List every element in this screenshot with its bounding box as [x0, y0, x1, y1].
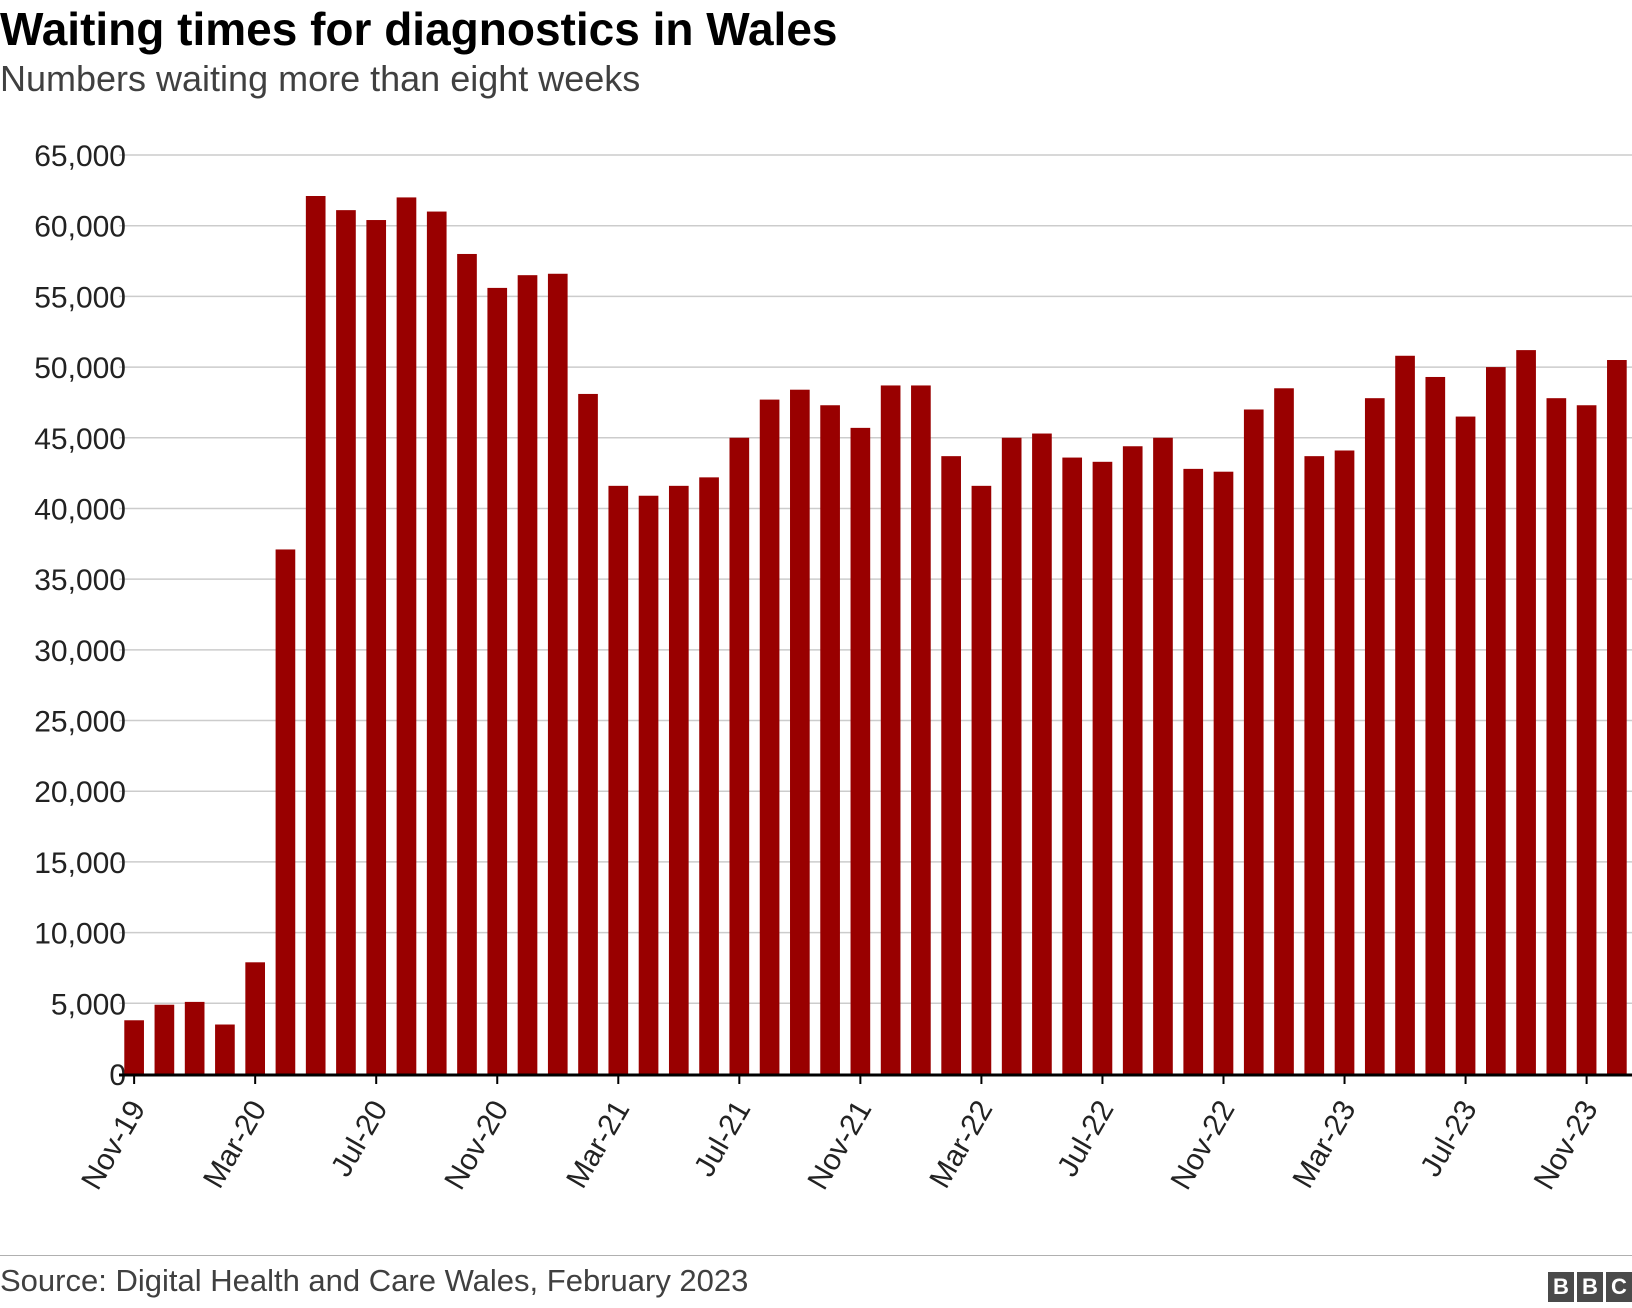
bar: [1153, 437, 1173, 1074]
bar: [729, 437, 750, 1074]
bar: [699, 477, 719, 1074]
y-tick-label: 10,000: [34, 918, 126, 951]
source-note: Source: Digital Health and Care Wales, F…: [0, 1263, 749, 1298]
bar: [911, 385, 931, 1074]
bbc-logo-letter: B: [1577, 1272, 1603, 1302]
y-tick-label: 50,000: [34, 352, 126, 385]
bar: [578, 393, 598, 1074]
y-tick-label: 35,000: [34, 564, 126, 597]
bar: [457, 253, 477, 1074]
bar: [820, 405, 840, 1075]
bar: [668, 485, 689, 1075]
bar: [1485, 367, 1506, 1075]
bar: [1092, 461, 1113, 1074]
x-tick-label: Jul-21: [688, 1095, 757, 1182]
bar: [366, 220, 387, 1074]
bar: [1425, 376, 1446, 1074]
bar: [1213, 471, 1234, 1074]
bar: [941, 456, 961, 1074]
bar: [790, 389, 810, 1074]
y-tick-label: 55,000: [34, 281, 126, 314]
y-tick-label: 45,000: [34, 423, 126, 456]
bar: [1122, 446, 1143, 1074]
bar: [1032, 433, 1052, 1074]
x-tick-label: Mar-20: [197, 1095, 273, 1194]
x-tick-label: Nov-19: [75, 1095, 152, 1195]
bar: [1274, 388, 1294, 1074]
bar: [1546, 398, 1567, 1075]
bar: [1576, 405, 1597, 1075]
bar: [1607, 360, 1627, 1074]
bar: [547, 273, 568, 1075]
chart-subtitle: Numbers waiting more than eight weeks: [0, 58, 641, 99]
bar: [971, 485, 992, 1075]
x-tick-label: Nov-21: [801, 1095, 878, 1195]
bar: [759, 399, 780, 1074]
bar-chart: 0 5,000 10,000 15,000 20,000 25,000 30,000 35,0…: [34, 140, 1632, 1195]
x-axis-tick-labels: Nov-19 Mar-20 Jul-20 Nov-20 Mar-21 Jul-21 Nov-…: [75, 1095, 1604, 1195]
x-tick-label: Jul-20: [325, 1095, 394, 1182]
bar: [1334, 450, 1355, 1074]
bar: [1001, 437, 1022, 1074]
bar: [517, 275, 538, 1075]
x-axis: [119, 1073, 1632, 1084]
bar: [1364, 398, 1385, 1075]
x-tick-label: Jul-23: [1414, 1095, 1483, 1182]
bar: [1516, 350, 1536, 1074]
bar: [1183, 468, 1204, 1074]
bbc-logo: B B C: [1548, 1272, 1632, 1302]
bar: [154, 1004, 175, 1074]
y-tick-label: 20,000: [34, 776, 126, 809]
bar: [1304, 456, 1325, 1074]
bars: [124, 196, 1627, 1075]
x-tick-label: Nov-23: [1528, 1095, 1605, 1195]
bar: [396, 197, 417, 1074]
y-tick-label: 15,000: [34, 847, 126, 880]
y-tick-label: 0: [109, 1059, 126, 1092]
bar: [1062, 457, 1083, 1074]
bar: [880, 385, 901, 1074]
chart-title: Waiting times for diagnostics in Wales: [0, 3, 838, 55]
y-tick-label: 65,000: [34, 140, 126, 173]
y-tick-label: 25,000: [34, 706, 126, 739]
bbc-logo-letter: C: [1606, 1272, 1632, 1302]
x-tick-label: Mar-22: [923, 1095, 999, 1194]
y-tick-label: 60,000: [34, 211, 126, 244]
y-tick-label: 30,000: [34, 635, 126, 668]
y-axis-tick-labels: 0 5,000 10,000 15,000 20,000 25,000 30,000 35,0…: [34, 140, 126, 1092]
x-tick-label: Mar-23: [1286, 1095, 1362, 1194]
bar: [1243, 409, 1264, 1074]
bar: [608, 485, 629, 1075]
bar: [184, 1001, 205, 1074]
x-tick-label: Mar-21: [560, 1095, 636, 1194]
x-tick-label: Jul-22: [1051, 1095, 1120, 1182]
bar: [305, 196, 326, 1075]
bar: [1455, 416, 1476, 1074]
bbc-logo-letter: B: [1548, 1272, 1574, 1302]
bar: [245, 962, 266, 1074]
y-tick-label: 5,000: [51, 988, 126, 1021]
bar: [487, 287, 508, 1074]
bar: [275, 549, 296, 1074]
bar: [124, 1020, 144, 1074]
bar: [1395, 355, 1415, 1075]
y-tick-label: 40,000: [34, 493, 126, 526]
bar: [850, 427, 871, 1074]
bar: [336, 210, 356, 1074]
x-tick-label: Nov-22: [1165, 1095, 1242, 1195]
bar: [638, 495, 659, 1074]
footer-divider: [0, 1255, 1632, 1256]
bar: [215, 1024, 235, 1074]
x-tick-label: Nov-20: [438, 1095, 515, 1195]
bar: [426, 211, 447, 1075]
